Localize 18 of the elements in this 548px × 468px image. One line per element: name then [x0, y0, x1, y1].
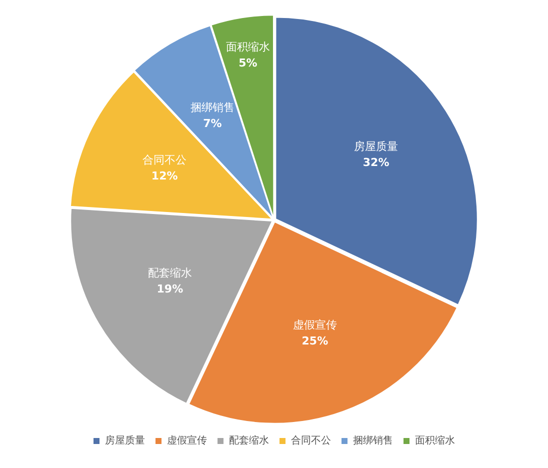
slice-label: 虚假宣传 — [292, 318, 337, 332]
data-label: 25% — [302, 334, 328, 348]
data-label: 12% — [151, 169, 178, 182]
data-label: 7% — [203, 116, 222, 130]
slice-label: 配套缩水 — [148, 266, 192, 280]
legend-label: 面积缩水 — [415, 434, 455, 447]
data-label: 19% — [156, 282, 184, 296]
slice-label: 合同不公 — [142, 153, 187, 166]
legend-label: 虚假宣传 — [167, 434, 207, 447]
slice-label: 面积缩水 — [226, 40, 270, 54]
legend-label: 配套缩水 — [229, 434, 269, 447]
slice-label: 房屋质量 — [354, 140, 398, 154]
data-label: 5% — [238, 56, 258, 70]
legend-label: 房屋质量 — [105, 434, 145, 447]
data-label: 32% — [362, 156, 390, 170]
legend-label: 合同不公 — [291, 434, 331, 447]
slice-label: 捆绑销售 — [190, 100, 234, 114]
legend-label: 捆绑销售 — [353, 434, 393, 447]
